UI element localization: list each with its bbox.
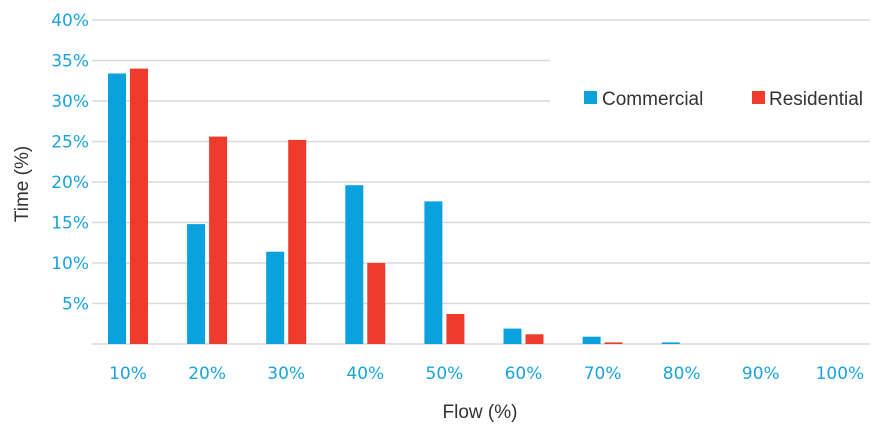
bar-residential-3: [288, 139, 307, 344]
bar-residential-5: [446, 314, 465, 344]
y-tick-label: 10%: [51, 254, 89, 274]
bar-commercial-8: [661, 342, 680, 344]
y-tick-label: 30%: [51, 92, 89, 112]
y-tick-label: 40%: [51, 11, 89, 31]
x-tick-label: 60%: [505, 364, 543, 384]
x-tick-label: 70%: [584, 364, 622, 384]
x-tick-label: 10%: [109, 364, 147, 384]
bar-commercial-1: [108, 73, 126, 344]
x-tick-label: 90%: [742, 364, 780, 384]
bar-commercial-6: [503, 328, 522, 344]
bars: [108, 68, 680, 344]
x-tick-label: 50%: [426, 364, 464, 384]
bar-commercial-4: [345, 185, 364, 344]
legend-label-residential: Residential: [769, 89, 863, 110]
x-tick-label: 80%: [663, 364, 701, 384]
y-axis-label: Time (%): [12, 146, 33, 222]
bar-residential-2: [209, 136, 228, 344]
legend-label-commercial: Commercial: [602, 89, 703, 110]
bar-residential-7: [604, 342, 623, 344]
bar-commercial-2: [187, 224, 206, 344]
bar-commercial-7: [582, 336, 601, 344]
bar-residential-6: [525, 334, 544, 344]
legend-swatch-commercial: [584, 91, 597, 104]
x-tick-label: 40%: [346, 364, 384, 384]
bar-residential-4: [367, 263, 386, 344]
y-tick-label: 35%: [51, 52, 89, 72]
y-tick-label: 15%: [51, 214, 89, 234]
y-tick-label: 20%: [51, 173, 89, 193]
x-tick-label: 20%: [188, 364, 226, 384]
x-tick-label: 30%: [267, 364, 305, 384]
y-axis-ticks: 5% 10% 15% 20% 25% 30% 35% 40%: [51, 11, 89, 315]
legend-swatch-residential: [752, 91, 765, 104]
x-tick-label: 100%: [816, 364, 865, 384]
y-tick-label: 5%: [62, 295, 89, 315]
gridlines: [92, 19, 870, 345]
bar-commercial-3: [266, 251, 285, 344]
bar-commercial-5: [424, 201, 443, 344]
x-axis-ticks: 10% 20% 30% 40% 50% 60% 70% 80% 90% 100%: [109, 364, 864, 384]
bar-residential-1: [130, 68, 148, 344]
x-axis-label: Flow (%): [443, 402, 518, 423]
legend: Commercial Residential: [584, 89, 863, 110]
y-tick-label: 25%: [51, 133, 89, 153]
